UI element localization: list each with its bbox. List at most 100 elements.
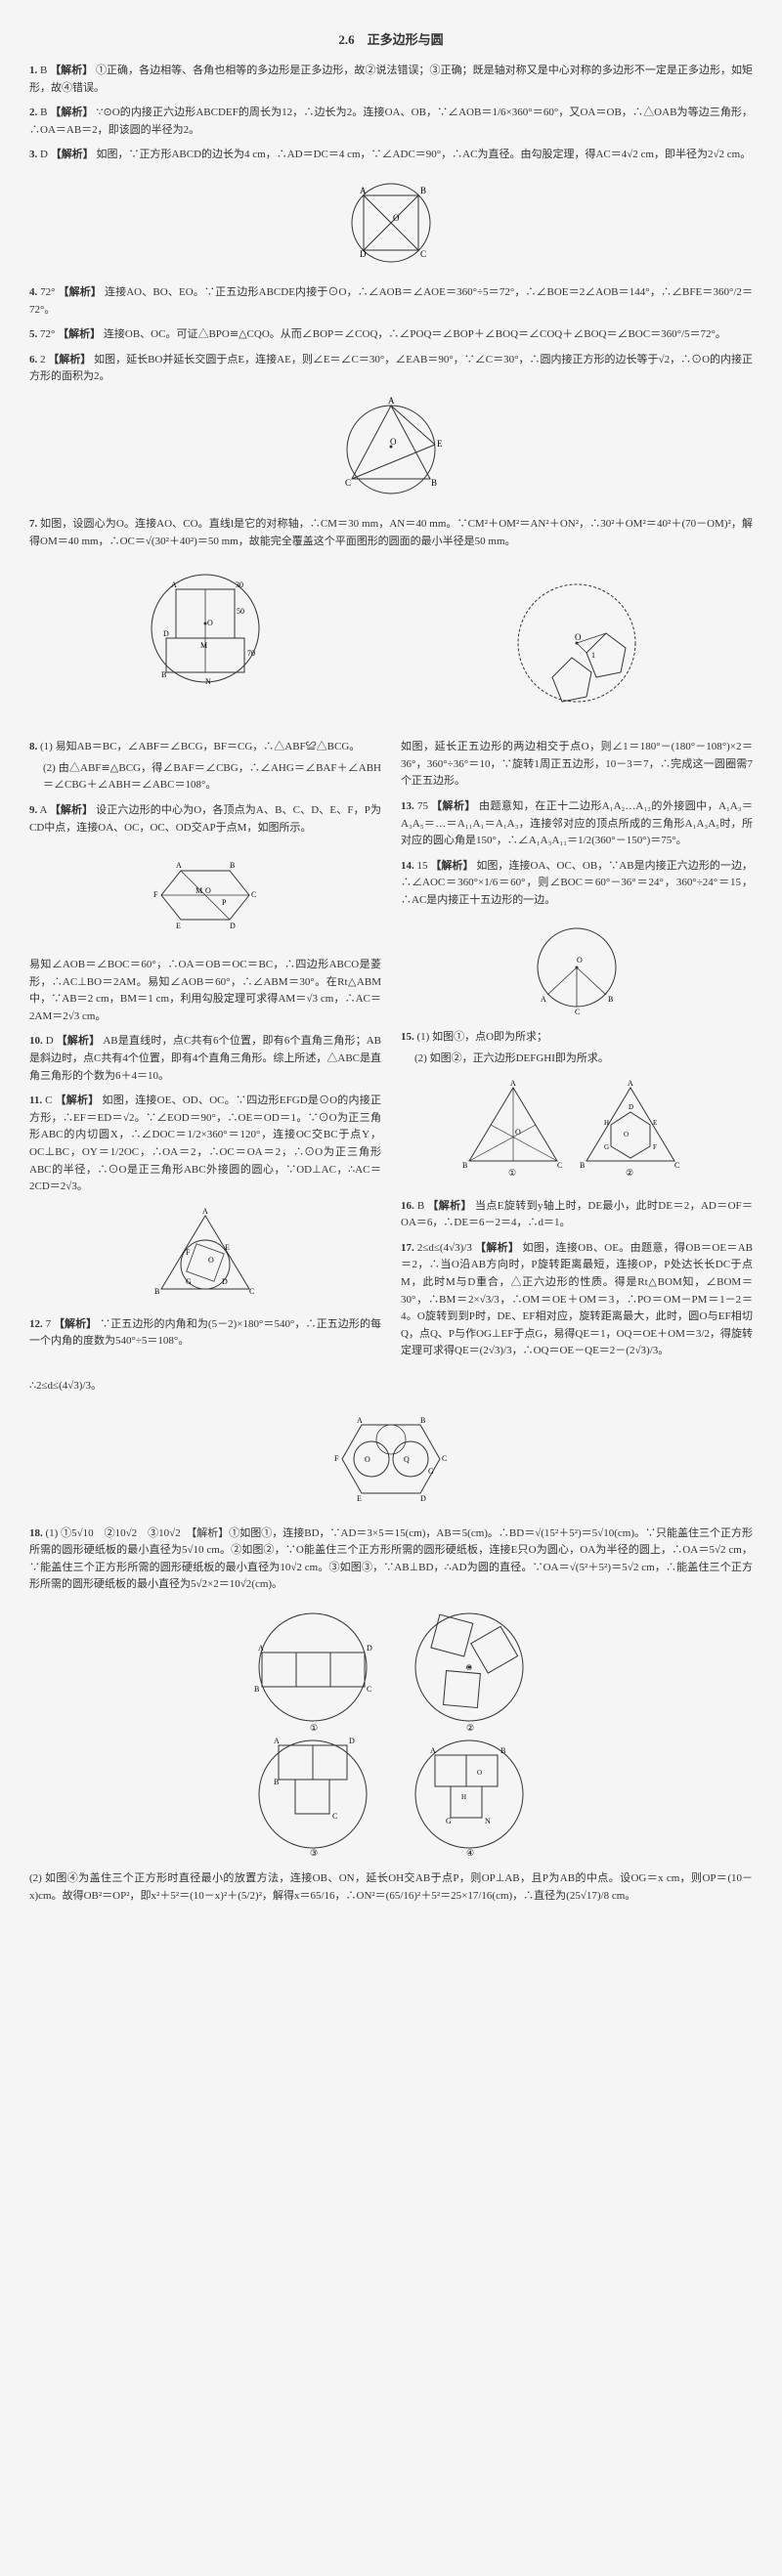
p17-num: 17. xyxy=(401,1242,414,1254)
p9-cont: 易知∠AOB＝∠BOC＝60°，∴OA＝OB＝OC＝BC，∴四边形ABCO是菱形… xyxy=(29,957,381,1025)
svg-text:O: O xyxy=(624,1131,629,1138)
p18-text2: (2) 如图④为盖住三个正方形时直径最小的放置方法，连接OB、ON，延长OH交A… xyxy=(29,1872,753,1902)
p11-num: 11. xyxy=(29,1095,42,1106)
diagram-circle-square: A B C D O xyxy=(29,174,753,275)
svg-text:N: N xyxy=(485,1817,491,1825)
svg-text:A: A xyxy=(171,580,177,589)
svg-text:B: B xyxy=(274,1778,279,1786)
p18-cont: (2) 如图④为盖住三个正方形时直径最小的放置方法，连接OB、ON，延长OH交A… xyxy=(29,1870,753,1905)
p6-text: 如图，延长BO并延长交圆于点E，连接AE，则∠E＝∠C＝30°，∠EAB＝90°… xyxy=(29,354,753,383)
p5-num: 5. xyxy=(29,328,37,340)
p9-tag: 【解析】 xyxy=(50,804,94,816)
problem-15: 15. (1) 如图①，点O即为所求； (2) 如图②，正六边形DEFGHI即为… xyxy=(401,1029,753,1067)
svg-text:1: 1 xyxy=(591,651,595,660)
svg-text:A: A xyxy=(258,1644,264,1653)
svg-text:H: H xyxy=(461,1793,466,1801)
two-col-diagrams-1: A 30 50 D N O M B 70 O xyxy=(29,560,753,729)
p3-tag: 【解析】 xyxy=(51,149,94,160)
svg-text:30: 30 xyxy=(236,580,243,589)
svg-text:G: G xyxy=(604,1143,609,1151)
svg-text:O: O xyxy=(577,956,583,965)
problem-4: 4. 72° 【解析】 连接AO、BO、EO。∵正五边形ABCDE内接于⊙O，∴… xyxy=(29,284,753,319)
problem-18: 18. (1) ①5√10 ②10√2 ③10√2 【解析】①如图①，连接BD，… xyxy=(29,1525,753,1594)
problem-10: 10. D 【解析】 AB是直线时，点C共有6个位置，即有6个直角三角形；AB是… xyxy=(29,1033,381,1085)
p8-text1: (1) 易知AB＝BC，∠ABF＝∠BCG，BF＝CG，∴△ABF≌△BCG。 xyxy=(40,741,360,752)
svg-text:A: A xyxy=(541,995,546,1004)
svg-text:A: A xyxy=(176,861,182,870)
svg-text:B: B xyxy=(462,1161,467,1170)
svg-text:A: A xyxy=(274,1737,280,1745)
svg-text:④: ④ xyxy=(466,1848,474,1858)
svg-text:D: D xyxy=(367,1644,372,1653)
svg-text:G: G xyxy=(186,1277,192,1286)
ra-text: 如图，延长正五边形的两边相交于点O，则∠1＝180°－(180°－108°)×2… xyxy=(401,741,753,787)
svg-text:B: B xyxy=(431,478,437,488)
p8-num: 8. xyxy=(29,741,37,752)
p1-ans: B xyxy=(40,64,47,76)
problem-13: 13. 75 【解析】 由题意知，在正十二边形A₁A₂…A₁₂的外接圆中，A₁A… xyxy=(401,798,753,850)
p12-ans: 7 xyxy=(46,1318,52,1330)
svg-text:C: C xyxy=(332,1812,337,1821)
two-col-text-1: 8. (1) 易知AB＝BC，∠ABF＝∠BCG，BF＝CG，∴△ABF≌△BC… xyxy=(29,739,753,1368)
problem-6: 6. 2 【解析】 如图，延长BO并延长交圆于点E，连接AE，则∠E＝∠C＝30… xyxy=(29,352,753,386)
svg-text:70: 70 xyxy=(247,649,255,658)
svg-text:D: D xyxy=(360,249,367,259)
p6-ans: 2 xyxy=(40,354,46,365)
diagram-hexagon-circles: A B C D E F O Q G xyxy=(29,1405,753,1516)
svg-text:O: O xyxy=(575,632,582,642)
p14-tag: 【解析】 xyxy=(430,860,473,872)
p17-ans: 2≤d≤(4√3)/3 xyxy=(417,1242,472,1254)
svg-text:O: O xyxy=(390,437,397,447)
p16-tag: 【解析】 xyxy=(427,1200,472,1212)
p18-num: 18. xyxy=(29,1527,43,1539)
problem-14: 14. 15 【解析】 如图，连接OA、OC、OB，∵AB是内接正六边形的一边，… xyxy=(401,858,753,910)
diagram-four-circles: A B C D ① O ② A D B C ③ A B G N H O ④ xyxy=(29,1604,753,1861)
p16-ans: B xyxy=(417,1200,424,1212)
p13-tag: 【解析】 xyxy=(431,800,476,812)
svg-text:E: E xyxy=(176,922,181,930)
svg-text:D: D xyxy=(629,1103,633,1111)
svg-text:F: F xyxy=(653,1143,657,1151)
svg-text:C: C xyxy=(367,1685,371,1694)
problem-9: 9. A 【解析】 设正六边形的中心为O，各顶点为A、B、C、D、E、F，P为C… xyxy=(29,802,381,837)
svg-text:N: N xyxy=(205,677,211,686)
svg-text:F: F xyxy=(334,1454,339,1463)
p16-num: 16. xyxy=(401,1200,414,1212)
p8-text2: (2) 由△ABF≌△BCG，得∠BAF＝∠CBG，∴∠AHG＝∠BAF＋∠AB… xyxy=(29,760,381,794)
p3-text: 如图，∵正方形ABCD的边长为4 cm，∴AD＝DC＝4 cm，∵∠ADC＝90… xyxy=(96,149,751,160)
problem-3: 3. D 【解析】 如图，∵正方形ABCD的边长为4 cm，∴AD＝DC＝4 c… xyxy=(29,147,753,164)
section-title: 2.6 正多边形与圆 xyxy=(29,29,753,48)
p3-num: 3. xyxy=(29,149,37,160)
p15-text2: (2) 如图②，正六边形DEFGHI即为所求。 xyxy=(401,1051,753,1068)
problem-11: 11. C 【解析】 如图，连接OE、OD、OC。∵四边形EFGD是⊙O的内接正… xyxy=(29,1093,381,1196)
svg-text:D: D xyxy=(420,1494,426,1503)
svg-text:②: ② xyxy=(626,1168,633,1178)
p11-tag: 【解析】 xyxy=(56,1095,100,1106)
problem-7: 7. 如图，设圆心为O。连接AO、CO。直线l是它的对称轴，∴CM＝30 mm，… xyxy=(29,516,753,550)
p9-text2: 易知∠AOB＝∠BOC＝60°，∴OA＝OB＝OC＝BC，∴四边形ABCO是菱形… xyxy=(29,959,381,1022)
svg-text:B: B xyxy=(254,1685,259,1694)
right-text-a: 如图，延长正五边形的两边相交于点O，则∠1＝180°－(180°－108°)×2… xyxy=(401,739,753,791)
p2-tag: 【解析】 xyxy=(50,107,93,118)
svg-text:E: E xyxy=(357,1494,362,1503)
svg-text:O: O xyxy=(393,213,400,223)
svg-text:F: F xyxy=(186,1248,191,1257)
p11-ans: C xyxy=(45,1095,52,1106)
svg-text:C: C xyxy=(442,1454,447,1463)
p17-text: 如图，连接OB、OE。由题意，得OB＝OE＝AB＝2，∴当O沿AB方向时，P旋转… xyxy=(401,1242,753,1357)
problem-16: 16. B 【解析】 当点E旋转到y轴上时，DE最小，此时DE＝2，AD＝OF＝… xyxy=(401,1198,753,1232)
diagram-hexagon: A B C D E F M O P xyxy=(29,846,381,947)
svg-text:C: C xyxy=(345,478,351,488)
p15-num: 15. xyxy=(401,1031,414,1043)
p13-ans: 75 xyxy=(417,800,428,812)
p1-text: ①正确，各边相等、各角也相等的多边形是正多边形，故②说法错误；③正确；既是轴对称… xyxy=(29,64,753,94)
p6-num: 6. xyxy=(29,354,37,365)
p9-ans: A xyxy=(40,804,47,816)
problem-5: 5. 72° 【解析】 连接OB、OC。可证△BPO≌△CQO。从而∠BOP＝∠… xyxy=(29,326,753,344)
p14-ans: 15 xyxy=(417,860,428,872)
svg-text:O: O xyxy=(477,1769,482,1777)
svg-text:A: A xyxy=(360,186,367,195)
svg-text:D: D xyxy=(163,629,169,638)
p18-text: (1) ①5√10 ②10√2 ③10√2 【解析】①如图①，连接BD，∵AD＝… xyxy=(29,1527,753,1591)
svg-text:O: O xyxy=(365,1455,370,1464)
